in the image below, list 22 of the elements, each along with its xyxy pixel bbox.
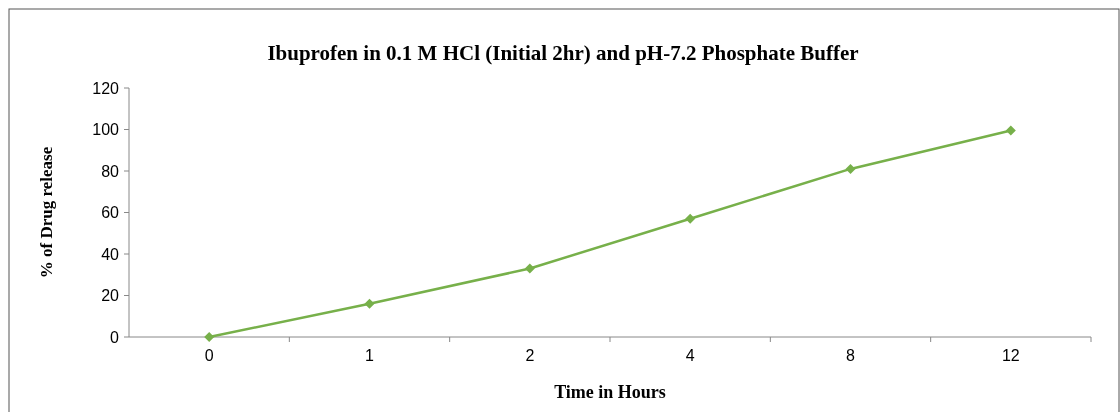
point <box>845 163 856 174</box>
x-tick-label: 1 <box>365 347 375 364</box>
y-tick-label: 120 <box>92 79 120 97</box>
x-axis-title: Time in Hours <box>554 382 666 402</box>
x-tick-label: 2 <box>525 347 535 364</box>
y-tick-label: 100 <box>92 121 120 139</box>
x-tick-label: 8 <box>846 347 856 364</box>
point <box>204 332 215 342</box>
point <box>364 298 375 309</box>
y-tick-label: 60 <box>101 204 120 222</box>
y-tick-label: 20 <box>101 287 120 305</box>
x-tick-label: 4 <box>685 347 695 364</box>
chart-title: Ibuprofen in 0.1 M HCl (Initial 2hr) and pH-7.2 Phosphate Buffer <box>267 41 859 65</box>
y-axis-title: % of Drug release <box>37 146 56 279</box>
y-tick-label: 80 <box>101 162 120 180</box>
x-tick-label: 0 <box>204 347 214 364</box>
y-tick-label: 0 <box>110 328 120 346</box>
y-tick-label: 40 <box>101 245 120 263</box>
point <box>685 213 696 224</box>
point <box>1005 125 1016 136</box>
point <box>524 263 535 274</box>
x-tick-label: 12 <box>1001 347 1020 364</box>
